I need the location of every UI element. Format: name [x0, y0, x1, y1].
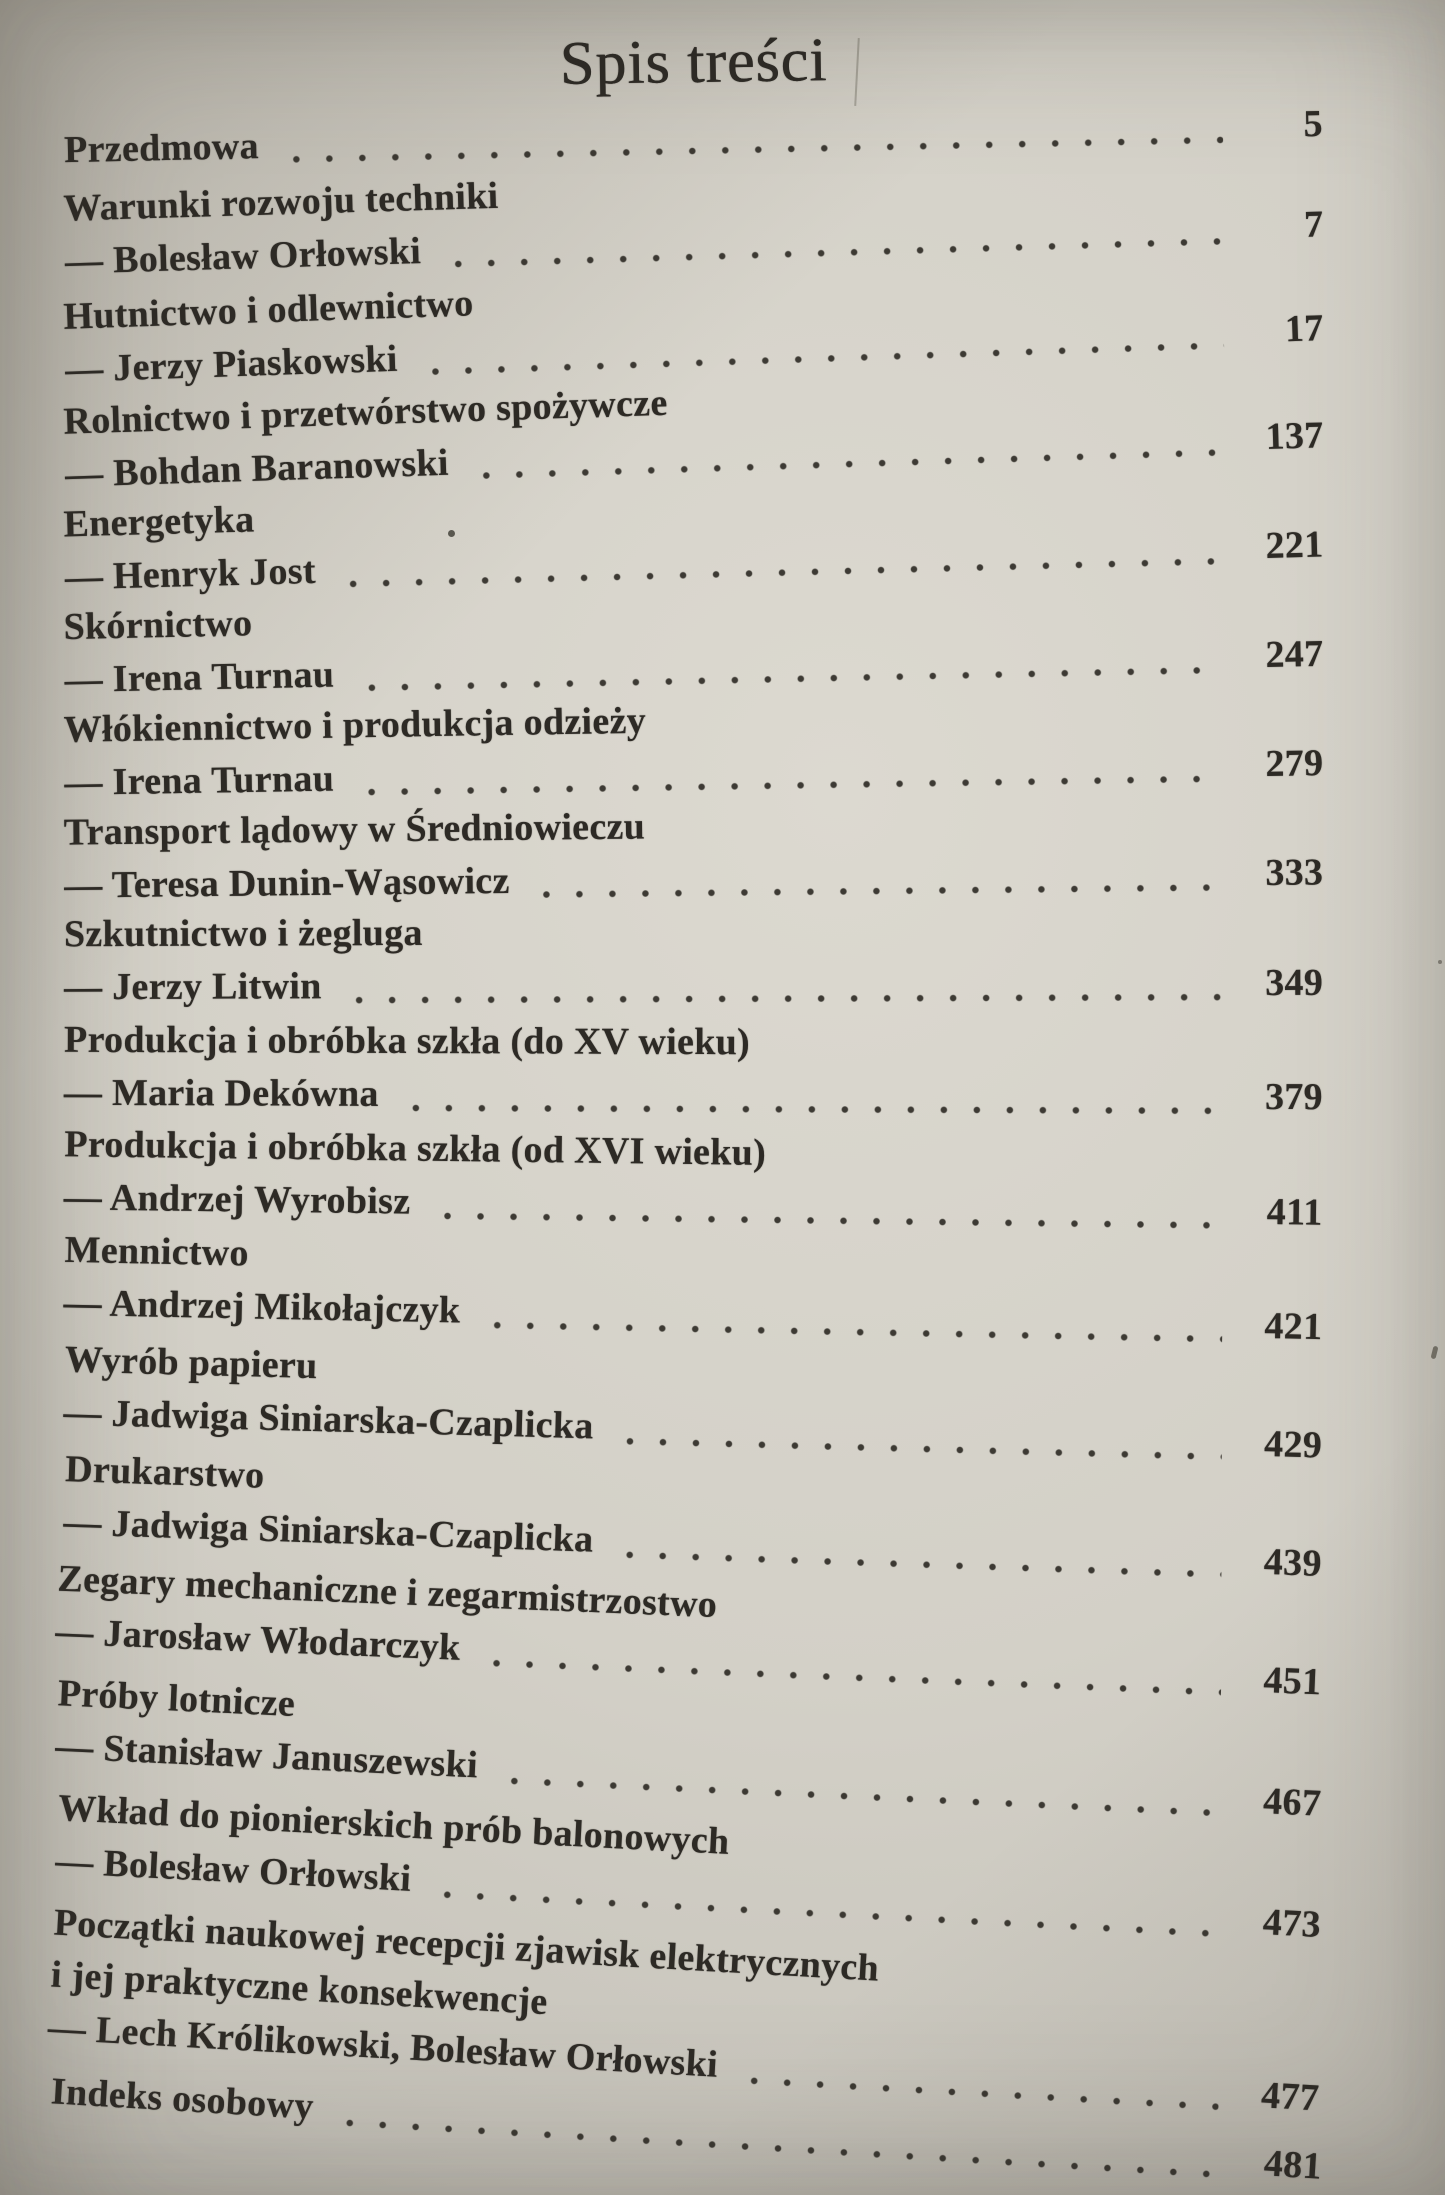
page-number: 5 — [1303, 102, 1324, 146]
table-of-contents: Przedmowa 5 Warunki rozwoju techniki — B… — [47, 98, 1325, 2188]
page-number: 439 — [1263, 1540, 1323, 1585]
toc-entry-lead: — Bolesław Orłowski — [64, 230, 422, 283]
page-number: 349 — [1265, 961, 1324, 1005]
toc-entry-lead: — Maria Dekówna — [63, 1071, 379, 1115]
dot-leader — [351, 956, 1224, 1014]
toc-entry-lead: — Henryk Jost — [64, 549, 317, 599]
toc-entry-lead: — Andrzej Wyrobisz — [63, 1176, 411, 1223]
page-number: 421 — [1264, 1304, 1323, 1349]
toc-entry-row: — Jerzy Litwin 349 — [64, 956, 1323, 1014]
page-number: 221 — [1265, 523, 1325, 568]
page-number: 279 — [1265, 742, 1324, 786]
page-number: 429 — [1263, 1422, 1323, 1467]
page-title: Spis treści — [559, 26, 828, 98]
page-number: 247 — [1265, 632, 1324, 677]
page-number: 333 — [1265, 851, 1324, 895]
toc-entry: Mennictwo — Andrzej Mikołajczyk 421 — [63, 1224, 1324, 1354]
dot-leader — [408, 1067, 1224, 1124]
page-content: Spis treści Przedmowa 5 Warunki rozwoju … — [47, 0, 1325, 2188]
page-number: 379 — [1264, 1075, 1323, 1119]
page-number: 467 — [1262, 1780, 1323, 1825]
dot-leader — [440, 1174, 1223, 1239]
toc-entry-lead: Przedmowa — [63, 125, 260, 172]
toc-entry: Włókiennictwo i produkcja odzieży — Iren… — [63, 684, 1324, 810]
page-number: 137 — [1264, 414, 1325, 459]
toc-entry: Transport lądowy w Średniowieczu — Teres… — [63, 793, 1323, 912]
dot-leader — [539, 846, 1224, 908]
page-number: 411 — [1266, 1191, 1323, 1234]
toc-entry: Szkutnictwo i żegluga — Jerzy Litwin 349 — [64, 904, 1323, 1014]
toc-entry-title: Szkutnictwo i żegluga — [63, 911, 423, 956]
toc-entry-lead: — Irena Turnau — [64, 653, 335, 702]
paper-speck — [1438, 960, 1442, 964]
page-number: 451 — [1262, 1659, 1323, 1704]
page-number: 17 — [1284, 307, 1325, 351]
toc-entry: Produkcja i obróbka szkła (od XVI wieku)… — [63, 1118, 1323, 1239]
toc-entry-lead: Indeks osobowy — [49, 2070, 315, 2128]
toc-entry-title: Produkcja i obróbka szkła (do XV wieku) — [64, 1018, 751, 1064]
toc-entry-lead: — Andrzej Mikołajczyk — [63, 1281, 461, 1332]
toc-entry-row: — Maria Dekówna 379 — [64, 1066, 1323, 1124]
toc-entry: Produkcja i obróbka szkła (do XV wieku) … — [64, 1014, 1323, 1124]
toc-entry-lead: — Jerzy Litwin — [64, 965, 322, 1009]
toc-entry-lead: — Teresa Dunin-Wąsowicz — [64, 859, 510, 907]
page-number: 473 — [1261, 1901, 1322, 1946]
page-number: 481 — [1262, 2142, 1324, 2188]
page-number: 7 — [1303, 203, 1325, 246]
paper-speck — [1430, 1345, 1439, 1360]
toc-entry-lead: — Irena Turnau — [64, 757, 335, 804]
page-number: 477 — [1260, 2074, 1321, 2120]
